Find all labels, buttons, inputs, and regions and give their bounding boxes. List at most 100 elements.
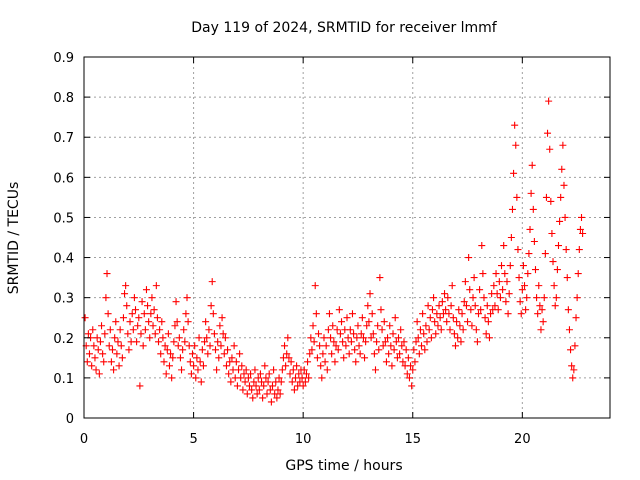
data-point <box>365 318 373 326</box>
data-point <box>104 310 112 318</box>
y-tick-label: 0.2 <box>53 332 74 347</box>
data-point <box>562 246 570 254</box>
data-point <box>233 382 241 390</box>
data-point <box>224 346 232 354</box>
data-point <box>330 338 338 346</box>
data-point <box>369 330 377 338</box>
data-point <box>537 326 545 334</box>
data-point <box>467 306 475 314</box>
data-point <box>340 354 348 362</box>
data-point <box>320 334 328 342</box>
data-point <box>553 266 561 274</box>
data-point <box>381 338 389 346</box>
data-point <box>175 334 183 342</box>
data-point <box>117 342 125 350</box>
data-point <box>267 398 275 406</box>
data-point <box>554 242 562 250</box>
data-point <box>370 350 378 358</box>
data-point <box>525 250 533 258</box>
data-point <box>545 97 553 105</box>
x-tick-label: 20 <box>514 432 531 447</box>
data-point <box>521 282 529 290</box>
data-point <box>514 246 522 254</box>
data-point <box>145 318 153 326</box>
data-point <box>426 314 434 322</box>
data-point <box>91 354 99 362</box>
data-point <box>513 193 521 201</box>
data-point <box>446 326 454 334</box>
data-point <box>199 362 207 370</box>
data-point <box>263 390 271 398</box>
data-point <box>242 366 250 374</box>
data-point <box>239 386 247 394</box>
data-point <box>317 362 325 370</box>
data-point <box>99 350 107 358</box>
data-point <box>240 370 248 378</box>
data-point <box>495 278 503 286</box>
data-point <box>304 358 312 366</box>
data-point <box>405 374 413 382</box>
data-point <box>170 338 178 346</box>
data-point <box>390 346 398 354</box>
data-point <box>241 378 249 386</box>
data-point <box>385 350 393 358</box>
y-tick-label: 0.9 <box>53 51 74 66</box>
data-point <box>222 362 230 370</box>
data-point <box>198 346 206 354</box>
data-point <box>245 382 253 390</box>
data-point <box>201 338 209 346</box>
data-point <box>510 169 518 177</box>
data-point <box>523 294 531 302</box>
data-point <box>273 394 281 402</box>
data-point <box>493 290 501 298</box>
data-point <box>298 374 306 382</box>
data-point <box>460 298 468 306</box>
data-point <box>500 242 508 250</box>
data-point <box>100 358 108 366</box>
data-point <box>494 306 502 314</box>
data-point <box>516 298 524 306</box>
data-point <box>115 362 123 370</box>
data-point <box>295 370 303 378</box>
data-point <box>293 362 301 370</box>
data-point <box>276 390 284 398</box>
data-point <box>456 322 464 330</box>
data-point <box>148 294 156 302</box>
data-point <box>458 310 466 318</box>
data-point <box>427 334 435 342</box>
data-point <box>471 302 479 310</box>
data-point <box>380 318 388 326</box>
data-point <box>132 306 140 314</box>
data-point <box>220 350 228 358</box>
data-point <box>213 366 221 374</box>
data-point <box>138 298 146 306</box>
data-point <box>288 378 296 386</box>
data-point <box>373 338 381 346</box>
data-point <box>438 298 446 306</box>
data-point <box>332 342 340 350</box>
data-point <box>420 330 428 338</box>
data-point <box>464 318 472 326</box>
data-point <box>393 354 401 362</box>
data-point <box>453 318 461 326</box>
data-point <box>305 374 313 382</box>
data-point <box>310 338 318 346</box>
data-point <box>289 366 297 374</box>
data-point <box>250 378 258 386</box>
data-point <box>248 386 256 394</box>
data-point <box>491 302 499 310</box>
data-point <box>416 326 424 334</box>
data-point <box>395 334 403 342</box>
data-point <box>108 346 116 354</box>
data-point <box>119 314 127 322</box>
data-point <box>130 294 138 302</box>
data-point <box>112 318 120 326</box>
data-point <box>547 197 555 205</box>
x-tick-label: 5 <box>189 432 197 447</box>
data-point <box>92 366 100 374</box>
data-point <box>428 306 436 314</box>
data-point <box>193 354 201 362</box>
data-point <box>101 330 109 338</box>
data-point <box>455 306 463 314</box>
data-point <box>312 310 320 318</box>
